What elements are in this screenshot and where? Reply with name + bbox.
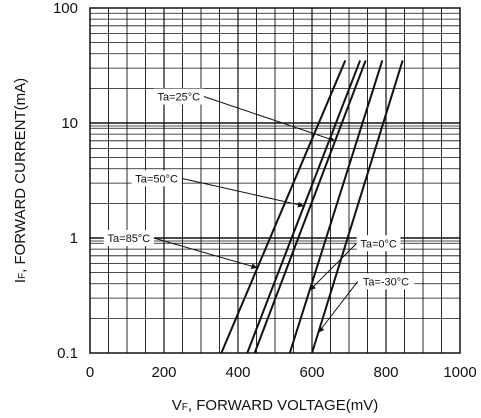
series-label: Ta=-30°C — [363, 276, 409, 288]
y-tick-label: 1 — [70, 230, 78, 247]
y-tick-label: 100 — [53, 0, 78, 17]
series-line-4 — [311, 60, 404, 354]
x-tick-label: 800 — [373, 364, 398, 381]
annotation-arrowhead — [250, 263, 258, 270]
annotation-leader — [203, 96, 336, 142]
series-label: Ta=25°C — [157, 91, 200, 103]
series-line-3 — [288, 60, 384, 354]
series-lines — [220, 60, 404, 354]
y-tick-labels: 0.1 1 10 100 — [53, 0, 78, 362]
y-tick-label: 0.1 — [57, 345, 78, 362]
series-line-1 — [246, 60, 362, 354]
annotation-label-bg — [356, 235, 401, 252]
series-line-2 — [253, 60, 367, 354]
annotation-arrowhead — [328, 136, 336, 142]
annotation-arrowhead — [318, 326, 325, 333]
series-label: Ta=0°C — [360, 238, 397, 250]
y-axis-title: IF, FORWARD CURRENT(mA) — [12, 78, 29, 283]
plot-frame — [89, 7, 461, 354]
y-tick-label: 10 — [61, 115, 78, 132]
x-axis-title: VF, FORWARD VOLTAGE(mV) — [172, 397, 378, 414]
grid — [90, 8, 460, 353]
annotation-label-bg — [103, 230, 154, 246]
annotation-arrowhead — [297, 201, 304, 208]
annotation-label-bg — [153, 88, 204, 105]
annotation-leader — [309, 242, 358, 291]
x-tick-label: 400 — [225, 364, 250, 381]
x-tick-labels: 0 200 400 600 800 1000 — [86, 364, 477, 381]
annotation-leader — [181, 177, 305, 207]
annotation-leader — [317, 281, 359, 334]
x-tick-label: 200 — [151, 364, 176, 381]
annotation-leader — [153, 237, 258, 269]
annotation-label-bg — [131, 170, 182, 187]
x-tick-label: 1000 — [443, 364, 476, 381]
series-line-0 — [220, 60, 347, 354]
x-tick-label: 0 — [86, 364, 94, 381]
annotation-arrowhead — [309, 284, 316, 291]
series-label: Ta=85°C — [108, 233, 151, 245]
annotation-label-bg — [357, 273, 415, 290]
annotations: Ta=25°C Ta=50°C Ta=85°C Ta=0°C Ta=-30°C — [103, 88, 415, 334]
series-label: Ta=50°C — [135, 173, 178, 185]
x-tick-label: 600 — [299, 364, 324, 381]
